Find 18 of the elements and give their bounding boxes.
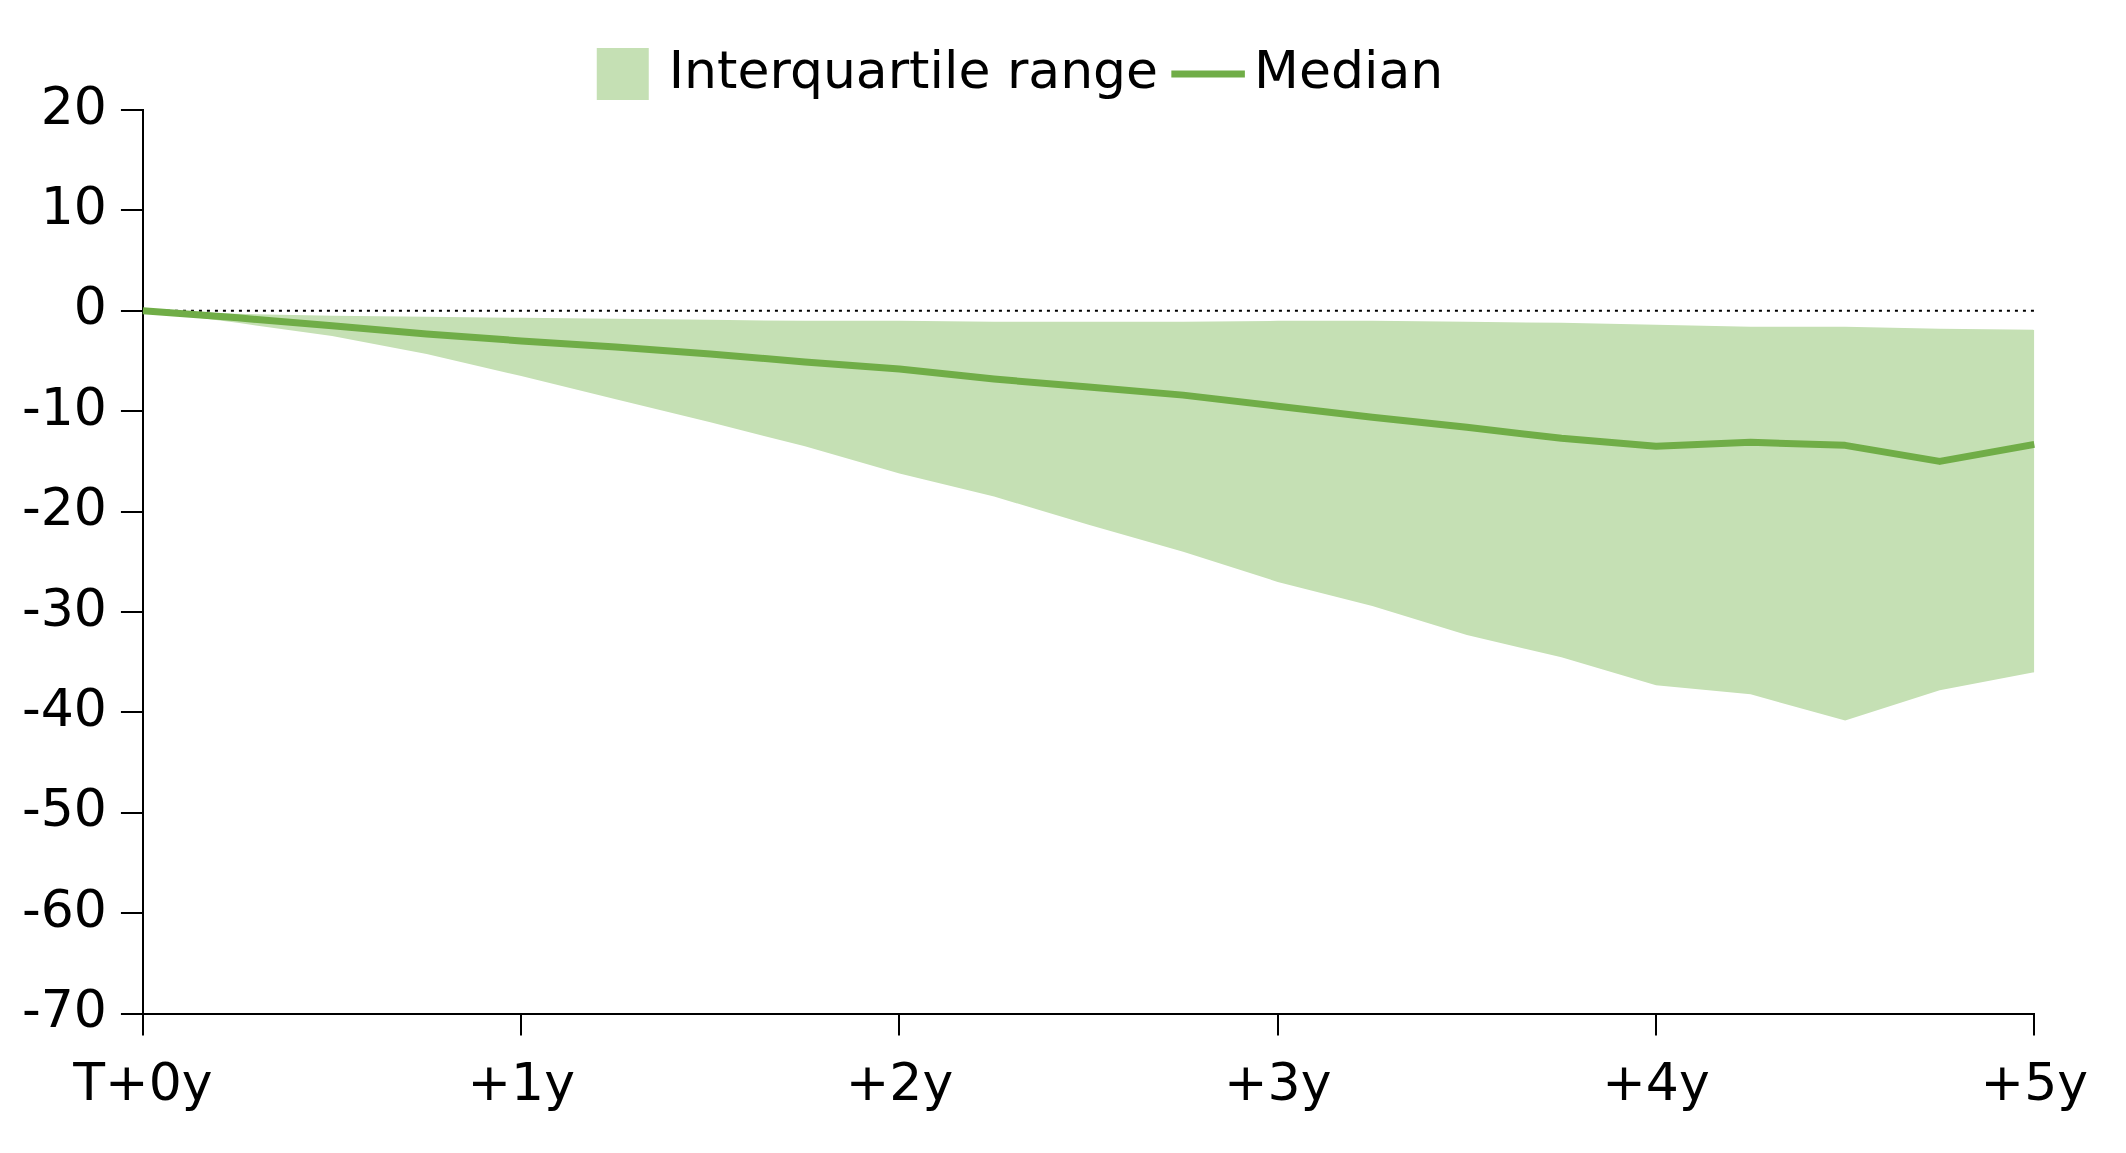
y-tick-label: -30 xyxy=(21,577,107,638)
y-tick-label: -40 xyxy=(21,677,107,738)
y-tick-label: -20 xyxy=(21,477,107,538)
y-tick-label: 10 xyxy=(40,175,107,236)
y-tick-label: -60 xyxy=(21,878,107,939)
y-tick-label: -10 xyxy=(21,376,107,437)
x-tick-label: +3y xyxy=(1224,1052,1332,1113)
y-tick-label: 0 xyxy=(73,276,107,337)
x-tick-label: +4y xyxy=(1602,1052,1710,1113)
y-tick-label: 20 xyxy=(40,75,107,136)
x-tick-label: +1y xyxy=(467,1052,575,1113)
x-tick-label: +5y xyxy=(1980,1052,2088,1113)
y-tick-label: -50 xyxy=(21,778,107,839)
x-tick-label: +2y xyxy=(845,1052,954,1113)
legend-label: Interquartile range xyxy=(668,39,1159,100)
legend-label: Median xyxy=(1254,39,1444,100)
x-tick-label: T+0y xyxy=(72,1052,213,1113)
y-tick-label: -70 xyxy=(21,979,107,1040)
